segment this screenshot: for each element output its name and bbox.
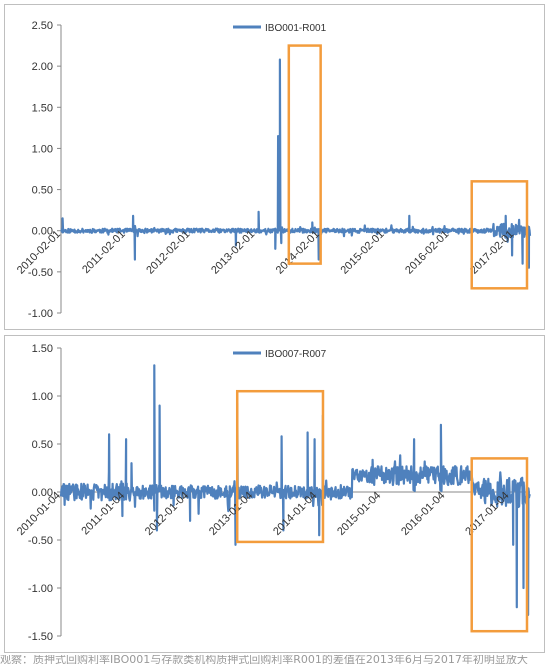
x-tick-label: 2016-01-04 [399,490,447,538]
x-tick-label: 2017-02-01 [468,228,516,276]
data-point [516,606,518,608]
data-point [189,520,191,522]
y-tick-label: 0.50 [32,439,53,451]
data-point [511,254,513,257]
data-point [512,544,514,546]
series-line [60,58,532,269]
legend-label: IBO001-R001 [265,23,327,34]
data-point [282,529,285,532]
data-point [121,515,124,517]
data-point [280,242,283,244]
caption-text: 观察：质押式回购利率IBO001与存款类机构质押式回购利率R001的差值在201… [0,655,528,664]
data-point [235,244,237,247]
y-tick-label: 1.00 [32,143,53,155]
y-tick-label: 0.00 [32,487,53,499]
y-tick-label: 1.00 [32,391,53,403]
series-line [59,364,531,616]
data-point [125,438,127,440]
data-point [134,258,136,261]
data-point [306,431,309,434]
x-tick-label: 2016-02-01 [403,228,451,276]
highlight-box [470,457,529,633]
x-tick-label: 2011-02-01 [80,228,128,276]
data-point [279,58,281,61]
data-point [156,529,158,532]
data-point [528,266,530,269]
data-point [257,210,260,213]
data-point [313,438,316,440]
data-point [61,217,64,220]
y-tick-label: -0.50 [28,535,53,547]
data-point [317,258,320,261]
data-point [234,544,237,546]
highlight-box [235,389,325,544]
chart-panel-bottom: 1.50 1.00 0.50 0.00 -0.50 -1.00 -1.50 2010-01-0… [4,335,545,653]
y-tick-label: 1.50 [32,102,53,114]
x-tick-label: 2013-02-01 [209,228,257,276]
y-tick-label: 2.50 [32,20,53,32]
chart-panel-top: 2.50 2.00 1.50 1.00 0.50 0.00 -0.50 -1.00 2010-0… [4,4,545,330]
data-point [132,215,134,217]
y-tick-label: 2.00 [32,61,53,73]
data-point [522,587,525,589]
data-point [408,215,411,217]
data-point [277,135,279,137]
data-point [153,364,156,367]
data-point [274,248,277,250]
highlight-box [470,180,529,290]
data-point [158,404,161,407]
chart-ibo007-r007: 1.501.000.500.00-0.50-1.00-1.502010-01-0… [15,343,531,643]
y-tick-label: -1.50 [28,631,53,643]
data-point [521,262,524,265]
data-point [504,215,507,217]
data-point [130,462,133,464]
y-tick-label: -0.50 [28,267,53,279]
data-point [318,534,320,536]
data-point [440,424,442,426]
y-tick-label: -1.00 [28,308,53,320]
data-point [311,221,314,224]
legend-label: IBO007-R007 [265,349,327,360]
y-tick-label: 1.50 [32,343,53,355]
chart-ibo001-r001: 2.502.001.501.000.500.00-0.50-1.002010-0… [15,20,532,320]
x-tick-label: 2015-02-01 [338,228,386,276]
x-tick-label: 2014-01-04 [271,490,319,538]
highlight-box [287,44,322,265]
x-tick-label: 2012-02-01 [144,228,192,276]
y-tick-label: -1.00 [28,583,53,595]
data-point [413,438,415,440]
y-tick-label: 0.00 [32,226,53,238]
data-point [108,433,110,436]
data-point [280,435,283,438]
y-tick-label: 0.50 [32,185,53,197]
